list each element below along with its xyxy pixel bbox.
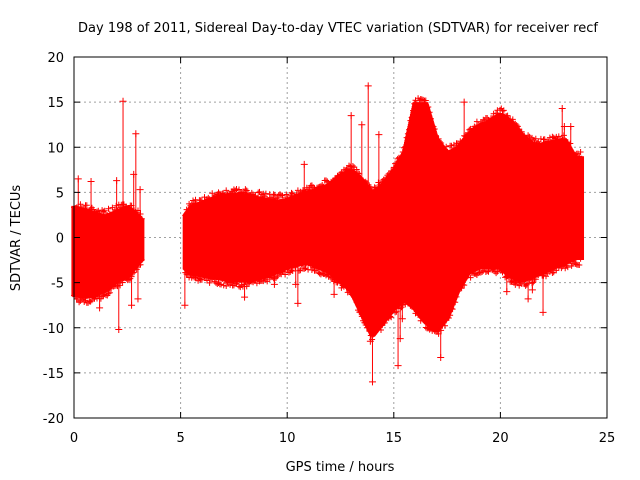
outlier-point: [294, 299, 302, 307]
y-tick-label: -10: [43, 322, 64, 337]
outlier-point: [330, 290, 338, 298]
outlier-point: [136, 186, 144, 194]
x-tick-label: 5: [176, 431, 184, 446]
x-tick-label: 20: [492, 431, 509, 446]
outlier-point: [560, 122, 568, 130]
outlier-point: [119, 97, 127, 105]
x-axis-label: GPS time / hours: [286, 460, 395, 475]
outlier-point: [241, 293, 249, 301]
outlier-point: [398, 315, 406, 323]
outlier-point: [539, 308, 547, 316]
outlier-point: [396, 335, 404, 343]
chart-title: Day 198 of 2011, Sidereal Day-to-day VTE…: [78, 21, 598, 36]
outlier-point: [134, 295, 142, 303]
y-tick-label: -20: [43, 412, 64, 427]
outlier-point: [558, 104, 566, 112]
y-tick-label: 5: [56, 186, 64, 201]
outlier-point: [503, 288, 511, 296]
outlier-point: [511, 280, 519, 288]
x-tick-label: 15: [386, 431, 403, 446]
data-points: [71, 82, 585, 386]
x-tick-label: 25: [599, 431, 616, 446]
outlier-point: [300, 160, 308, 168]
outlier-point: [528, 286, 536, 294]
x-tick-label: 0: [70, 431, 78, 446]
outlier-point: [128, 301, 136, 309]
outlier-point: [270, 280, 278, 288]
outlier-point: [460, 98, 468, 106]
outlier-point: [366, 337, 374, 345]
outlier-point: [87, 178, 95, 186]
y-tick-label: 10: [47, 141, 64, 156]
outlier-point: [479, 259, 487, 267]
outlier-point: [524, 295, 532, 303]
outlier-point: [181, 301, 189, 309]
y-tick-label: -15: [43, 367, 64, 382]
outlier-point: [394, 362, 402, 370]
outlier-point: [115, 326, 123, 334]
outlier-point: [567, 122, 575, 130]
y-tick-label: 0: [56, 232, 64, 247]
outlier-point: [375, 131, 383, 139]
y-tick-label: 20: [47, 51, 64, 66]
outlier-point: [437, 354, 445, 362]
outlier-point: [113, 177, 121, 185]
outlier-point: [96, 304, 104, 312]
outlier-point: [347, 112, 355, 120]
outlier-point: [368, 378, 376, 386]
outlier-point: [132, 130, 140, 138]
outlier-point: [364, 82, 372, 90]
axis-ticks: 0 5 10 15 20 25 -20 -15 -10 -5 0 5 10 15 20: [43, 51, 616, 446]
outlier-point: [283, 197, 291, 205]
outlier-point: [358, 121, 366, 129]
y-axis-label: SDTVAR / TECUs: [9, 185, 24, 292]
y-tick-label: -5: [51, 277, 64, 292]
outlier-point: [411, 304, 419, 312]
outlier-point: [74, 175, 82, 183]
x-tick-label: 10: [279, 431, 296, 446]
y-tick-label: 15: [47, 96, 64, 111]
sdtvar-series-band: [71, 102, 585, 337]
